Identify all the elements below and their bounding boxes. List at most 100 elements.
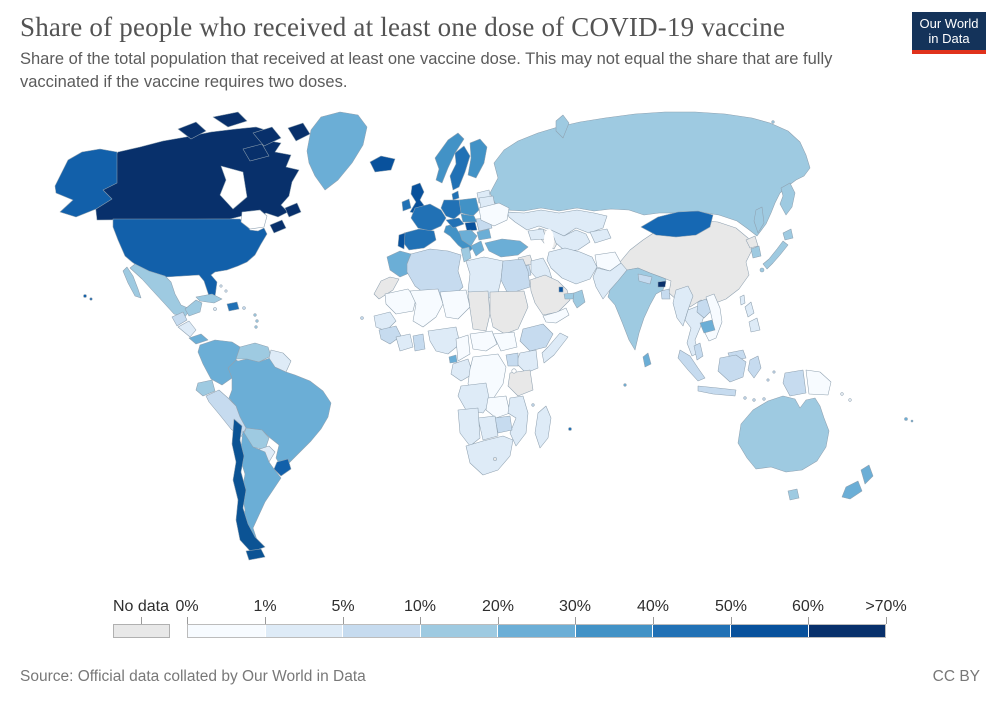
legend-bin-60-70[interactable] — [808, 625, 886, 637]
region-jamaica[interactable] — [213, 307, 217, 311]
region-south-korea[interactable] — [750, 245, 762, 259]
legend-bin-40-50[interactable] — [653, 625, 731, 637]
region-zambia[interactable] — [485, 395, 511, 419]
region-lesser-antilles-1[interactable] — [253, 313, 257, 317]
region-bahamas-1[interactable] — [219, 284, 223, 288]
license-link[interactable]: CC BY — [932, 668, 980, 685]
region-iran[interactable] — [546, 247, 598, 285]
region-mexico-yucatan[interactable] — [184, 299, 203, 317]
region-uae[interactable] — [563, 292, 575, 300]
region-guyanas[interactable] — [268, 349, 292, 373]
region-russia-kamchatka[interactable] — [779, 182, 796, 216]
legend-bin-20-30[interactable] — [498, 625, 576, 637]
region-yemen[interactable] — [542, 307, 570, 324]
region-australia[interactable] — [737, 395, 830, 473]
region-nigeria[interactable] — [427, 326, 461, 355]
region-western-sahara[interactable] — [373, 276, 400, 300]
region-angola[interactable] — [457, 382, 491, 414]
region-france[interactable] — [410, 203, 447, 232]
region-ukraine[interactable] — [478, 202, 510, 227]
legend-bin-10-20[interactable] — [420, 625, 499, 637]
region-taiwan[interactable] — [739, 294, 746, 306]
region-bulgaria[interactable] — [476, 228, 492, 241]
region-central-america[interactable] — [177, 320, 197, 338]
legend-bin-30-40[interactable] — [575, 625, 654, 637]
region-hungary[interactable] — [464, 221, 478, 232]
region-greenland[interactable] — [306, 111, 368, 191]
region-egypt[interactable] — [500, 258, 531, 295]
region-central-african-republic[interactable] — [469, 330, 498, 352]
region-kazakhstan[interactable] — [506, 209, 608, 237]
region-uruguay[interactable] — [273, 458, 292, 477]
region-usa-hawaii-2[interactable] — [89, 297, 93, 301]
region-cuba[interactable] — [195, 293, 223, 304]
region-sri-lanka[interactable] — [642, 352, 652, 368]
region-finland[interactable] — [467, 138, 488, 179]
region-western-balkans[interactable] — [458, 229, 478, 247]
region-philippines[interactable] — [744, 301, 761, 333]
legend-bin-0-1[interactable] — [188, 625, 266, 637]
region-cameroon[interactable] — [455, 334, 471, 362]
region-solomon-islands-1[interactable] — [840, 392, 844, 396]
region-sudan[interactable] — [489, 290, 529, 335]
region-uzbekistan[interactable] — [550, 229, 591, 252]
region-poland[interactable] — [458, 197, 480, 217]
region-chad[interactable] — [467, 290, 491, 332]
region-papua-new-guinea[interactable] — [805, 369, 832, 396]
region-greece[interactable] — [470, 240, 485, 257]
region-japan-kyushu[interactable] — [759, 267, 765, 273]
region-lesotho[interactable] — [493, 457, 497, 461]
region-nepal[interactable] — [637, 273, 653, 285]
region-new-zealand[interactable] — [841, 464, 874, 500]
region-switzerland-austria[interactable] — [445, 217, 465, 229]
region-chile[interactable] — [231, 418, 266, 553]
region-niger[interactable] — [439, 289, 471, 320]
region-somalia[interactable] — [541, 332, 569, 364]
region-sweden[interactable] — [449, 145, 471, 191]
region-denmark[interactable] — [451, 190, 460, 201]
region-czech-slovakia[interactable] — [460, 213, 478, 223]
region-russia-sakhalin[interactable] — [753, 206, 765, 234]
region-usa-hawaii-1[interactable] — [83, 294, 87, 298]
region-south-africa[interactable] — [465, 435, 514, 476]
region-norway[interactable] — [434, 132, 465, 184]
region-bhutan[interactable] — [657, 280, 667, 288]
legend-bin-5-10[interactable] — [343, 625, 421, 637]
region-italy[interactable] — [443, 223, 474, 254]
region-saudi-arabia[interactable] — [529, 274, 571, 316]
region-iceland[interactable] — [369, 155, 396, 173]
region-guinea[interactable] — [378, 325, 402, 345]
region-ivory-coast[interactable] — [395, 333, 414, 352]
region-russia-novaya-zemlya[interactable] — [555, 114, 570, 139]
region-mexico-baja[interactable] — [122, 266, 142, 299]
region-solomon-islands-2[interactable] — [848, 398, 852, 402]
region-portugal[interactable] — [397, 232, 406, 250]
region-mauritius[interactable] — [568, 427, 572, 431]
region-tanzania[interactable] — [507, 369, 534, 397]
region-bahamas-2[interactable] — [224, 289, 228, 293]
region-fiji-1[interactable] — [904, 417, 908, 421]
region-australia-tasmania[interactable] — [787, 488, 800, 501]
region-north-korea[interactable] — [745, 235, 759, 249]
region-chile-tierra-del-fuego[interactable] — [245, 548, 266, 561]
region-canada-newfoundland[interactable] — [284, 202, 302, 218]
region-guatemala[interactable] — [171, 311, 188, 327]
region-ghana[interactable] — [412, 333, 426, 352]
region-south-sudan[interactable] — [492, 331, 518, 352]
region-comoros[interactable] — [531, 403, 535, 407]
region-gabon-congo[interactable] — [450, 358, 474, 382]
region-fiji-2[interactable] — [910, 419, 914, 423]
region-madagascar[interactable] — [534, 405, 552, 449]
legend-bin-50-60[interactable] — [730, 625, 809, 637]
region-canada-arctic-islands[interactable] — [177, 111, 311, 162]
region-ireland[interactable] — [401, 198, 412, 212]
region-canada-nova-scotia[interactable] — [269, 219, 287, 234]
region-qatar-bahrain[interactable] — [558, 286, 564, 293]
region-oman[interactable] — [572, 289, 586, 309]
region-ecuador[interactable] — [195, 379, 216, 397]
region-spain[interactable] — [401, 228, 437, 251]
region-namibia[interactable] — [457, 407, 481, 447]
region-kenya[interactable] — [515, 349, 539, 374]
region-costa-rica-panama[interactable] — [188, 333, 209, 345]
owid-logo[interactable]: Our World in Data — [912, 12, 986, 50]
